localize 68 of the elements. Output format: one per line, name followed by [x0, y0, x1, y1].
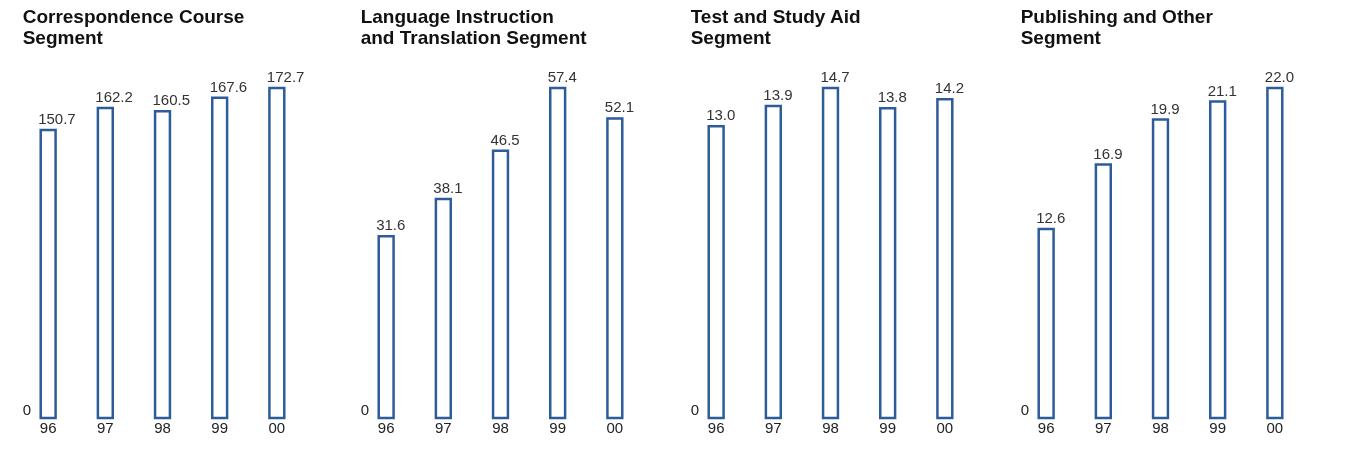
annotation: 0: [360, 401, 369, 418]
x-tick-label: 99: [211, 418, 229, 436]
bar: [936, 97, 954, 420]
bar: [1266, 86, 1284, 420]
chart-title: Correspondence Course Segment: [22, 6, 245, 48]
data-label: 13.0: [706, 106, 736, 124]
bar: [1037, 227, 1055, 420]
data-label: 12.6: [1036, 209, 1066, 226]
x-tick-label: 00: [936, 418, 954, 436]
data-label: 38.1: [433, 178, 463, 196]
data-label: 160.5: [152, 91, 191, 109]
chart-title: Publishing and Other Segment: [1020, 6, 1214, 48]
data-label: 13.9: [763, 85, 793, 103]
data-label: 57.4: [547, 68, 577, 85]
data-label: 150.7: [38, 110, 76, 128]
annotation: 0: [1020, 401, 1029, 418]
bar: [1151, 118, 1170, 420]
bar: [1094, 163, 1113, 420]
x-tick-label: 97: [96, 418, 114, 436]
x-tick-label: 00: [606, 418, 624, 436]
data-label: 172.7: [266, 68, 305, 85]
x-tick-label: 00: [1266, 418, 1284, 436]
data-label: 46.5: [490, 130, 520, 148]
x-tick-label: 98: [1152, 418, 1169, 436]
x-tick-label: 97: [764, 418, 782, 436]
bar: [764, 104, 783, 420]
x-tick-label: 98: [492, 418, 509, 436]
x-tick-label: 96: [39, 418, 57, 436]
bar: [434, 197, 453, 420]
data-label: 22.0: [1264, 68, 1295, 85]
bar: [606, 117, 624, 420]
x-tick-label: 99: [1209, 418, 1227, 436]
bar: [1208, 100, 1227, 420]
x-tick-label: 98: [822, 418, 839, 436]
data-label: 162.2: [95, 88, 133, 106]
data-label: 14.2: [934, 79, 965, 97]
x-tick-label: 97: [434, 418, 452, 436]
x-tick-label: 96: [377, 418, 395, 436]
x-tick-label: 96: [707, 418, 725, 436]
x-tick-label: 98: [154, 418, 171, 436]
bar: [491, 149, 510, 420]
bar: [39, 128, 57, 420]
data-label: 13.8: [877, 88, 907, 106]
data-label: 52.1: [604, 98, 635, 116]
bar: [821, 86, 840, 420]
data-label: 21.1: [1207, 81, 1237, 99]
bar: [707, 124, 725, 420]
x-tick-label: 96: [1037, 418, 1055, 436]
annotation: 0: [22, 401, 31, 418]
x-tick-label: 97: [1094, 418, 1112, 436]
bar: [548, 86, 567, 420]
data-label: 31.6: [376, 216, 406, 234]
bar: [96, 106, 115, 420]
data-label: 167.6: [209, 77, 248, 95]
chart-title: Test and Study Aid Segment: [690, 6, 861, 48]
data-label: 14.7: [820, 68, 850, 85]
bar: [878, 106, 897, 420]
x-tick-label: 99: [879, 418, 897, 436]
bar: [153, 110, 172, 420]
chart-title: Language Instruction and Translation Segment: [360, 6, 588, 48]
annotation: 0: [690, 401, 699, 418]
data-label: 19.9: [1150, 99, 1180, 117]
x-tick-label: 00: [268, 418, 286, 436]
x-tick-label: 99: [549, 418, 567, 436]
bar: [268, 86, 286, 420]
bar: [377, 235, 395, 420]
data-label: 16.9: [1093, 144, 1123, 162]
bar: [210, 96, 229, 420]
